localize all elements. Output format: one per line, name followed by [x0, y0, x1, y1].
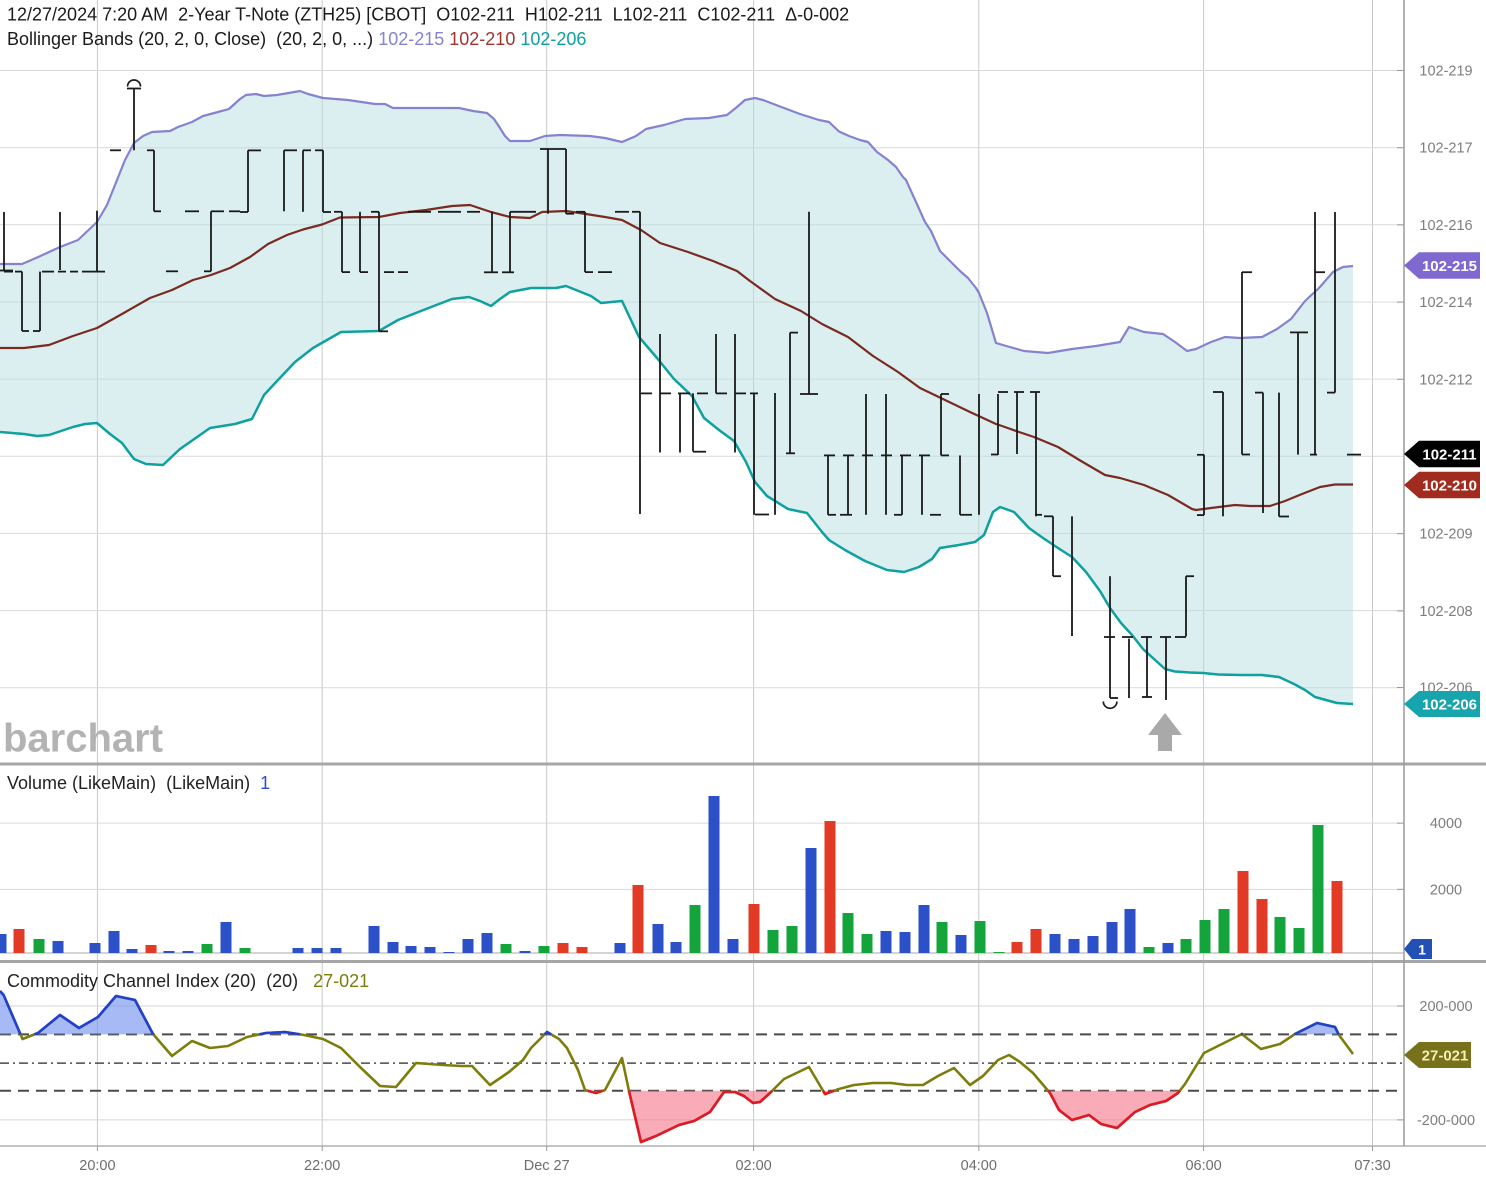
svg-text:102-209: 102-209: [1419, 527, 1472, 543]
svg-text:102-216: 102-216: [1419, 218, 1472, 234]
svg-text:barchart: barchart: [3, 717, 163, 761]
svg-text:4000: 4000: [1430, 816, 1462, 832]
svg-text:2000: 2000: [1430, 882, 1462, 898]
svg-text:102-219: 102-219: [1419, 64, 1472, 80]
svg-text:Commodity Channel Index (20): Commodity Channel Index (20) (20) 27-021: [7, 971, 369, 991]
svg-text:02:00: 02:00: [735, 1158, 771, 1174]
svg-text:1: 1: [1418, 942, 1426, 958]
svg-text:102-217: 102-217: [1419, 141, 1472, 157]
svg-text:22:00: 22:00: [304, 1158, 340, 1174]
svg-text:27-021: 27-021: [1422, 1048, 1469, 1065]
svg-text:Dec 27: Dec 27: [524, 1158, 570, 1174]
svg-text:06:00: 06:00: [1185, 1158, 1221, 1174]
svg-text:Volume (LikeMain) (LikeMain): Volume (LikeMain) (LikeMain) 1: [7, 773, 270, 793]
svg-text:Bollinger Bands (20, 2, 0, Clo: Bollinger Bands (20, 2, 0, Close) (20, 2…: [7, 29, 586, 49]
svg-text:102-211: 102-211: [1422, 447, 1476, 464]
svg-text:200-000: 200-000: [1419, 999, 1472, 1015]
svg-text:102-214: 102-214: [1419, 295, 1472, 311]
svg-text:102-208: 102-208: [1419, 604, 1472, 620]
svg-text:12/27/2024 7:20 AM 2-Year T-N: 12/27/2024 7:20 AM 2-Year T-Note (ZTH25)…: [7, 5, 849, 25]
svg-text:102-206: 102-206: [1422, 697, 1477, 714]
svg-text:07:30: 07:30: [1354, 1158, 1390, 1174]
svg-text:-200-000: -200-000: [1417, 1113, 1475, 1129]
svg-text:20:00: 20:00: [79, 1158, 115, 1174]
svg-text:04:00: 04:00: [961, 1158, 997, 1174]
svg-text:102-212: 102-212: [1419, 372, 1472, 388]
svg-text:102-215: 102-215: [1422, 258, 1477, 275]
svg-text:102-210: 102-210: [1422, 478, 1477, 495]
